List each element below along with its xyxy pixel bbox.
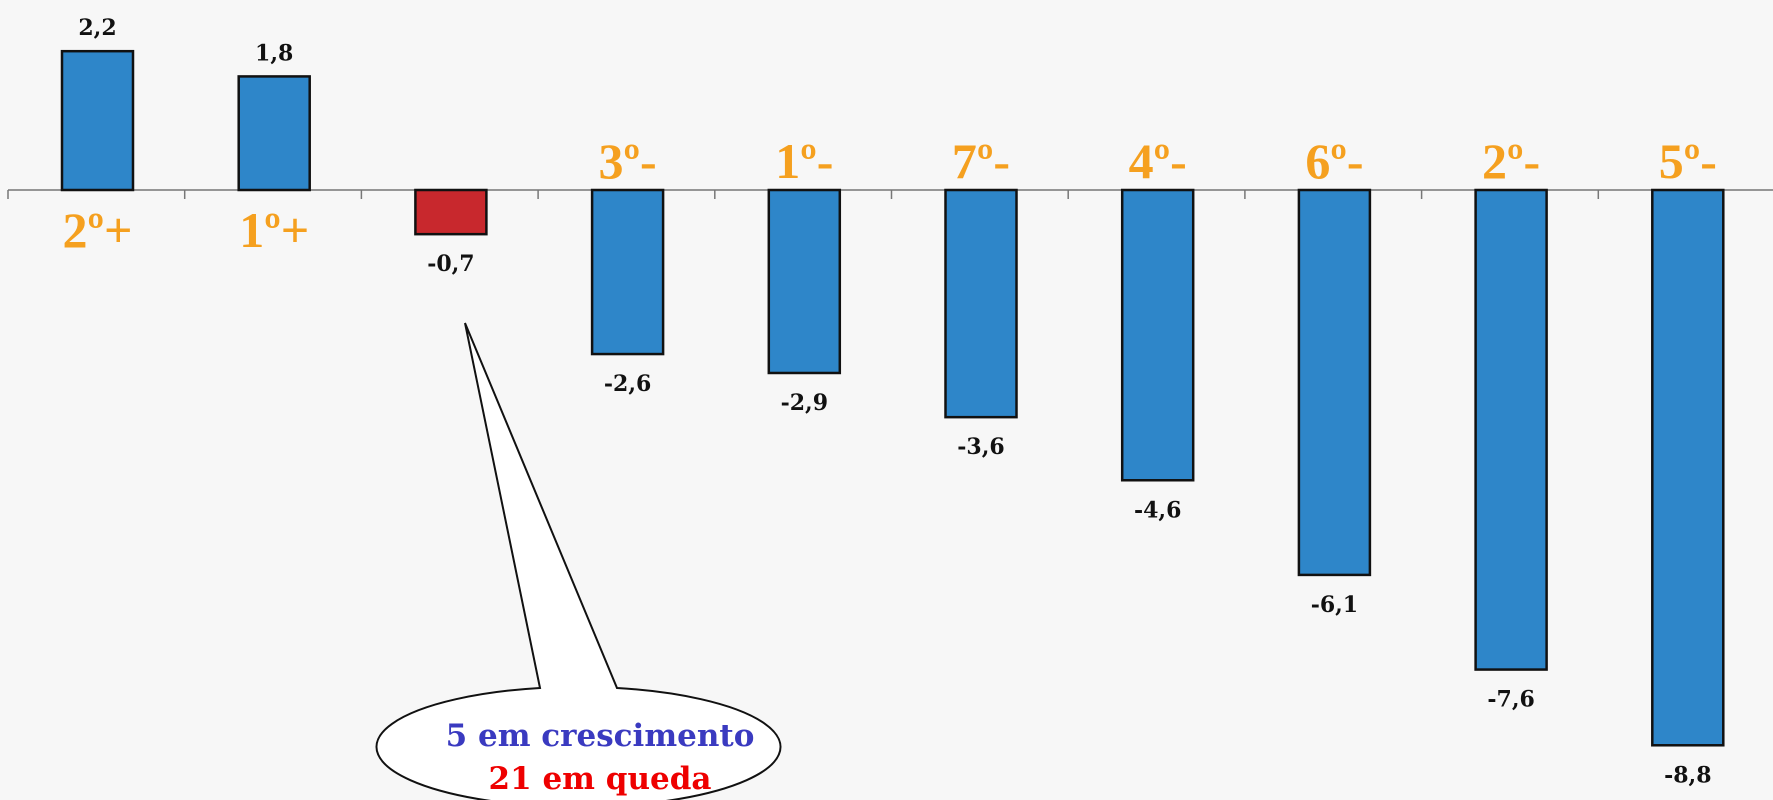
bar	[1297, 188, 1372, 577]
data-label: -2,6	[604, 371, 651, 397]
data-label: -3,6	[957, 434, 1004, 460]
data-label: 2,2	[78, 15, 116, 41]
category-label: 3º-	[599, 133, 657, 189]
data-label: -2,9	[781, 390, 828, 416]
bar	[237, 75, 311, 192]
category-label: 2º-	[1482, 133, 1540, 189]
data-labels: 2,2 1,8 -0,7 -2,6 -2,9 -3,6 -4,6 -6,1 -7,6 -8,8	[78, 15, 1711, 788]
bar	[590, 188, 665, 356]
data-label: 1,8	[255, 40, 293, 66]
callout: 5 em crescimento 21 em queda	[375, 322, 782, 800]
callout-line-decline: 21 em queda	[489, 761, 712, 797]
bar	[767, 188, 842, 375]
data-label: -7,6	[1487, 687, 1534, 713]
callout-line-growth: 5 em crescimento	[446, 718, 755, 754]
category-label: 5º-	[1659, 133, 1717, 189]
bar	[1474, 188, 1548, 671]
data-label: -0,7	[427, 251, 474, 277]
bar	[60, 49, 135, 192]
bar	[1120, 188, 1195, 482]
bar	[1651, 188, 1725, 747]
bar-series	[60, 49, 1725, 747]
category-labels: 2º+ 1º+ 3º- 1º- 7º- 4º- 6º- 2º- 5º-	[63, 133, 1717, 258]
bar	[414, 188, 488, 236]
data-label: -4,6	[1134, 497, 1181, 523]
category-label: 2º+	[63, 202, 133, 258]
data-label: -6,1	[1311, 592, 1358, 618]
bar	[944, 188, 1018, 419]
category-label: 7º-	[952, 133, 1010, 189]
category-label: 6º-	[1305, 133, 1363, 189]
data-label: -8,8	[1664, 762, 1711, 788]
category-label: 1º+	[239, 202, 309, 258]
callout-bubble	[375, 322, 782, 800]
category-label: 1º-	[775, 133, 833, 189]
category-label: 4º-	[1129, 133, 1187, 189]
